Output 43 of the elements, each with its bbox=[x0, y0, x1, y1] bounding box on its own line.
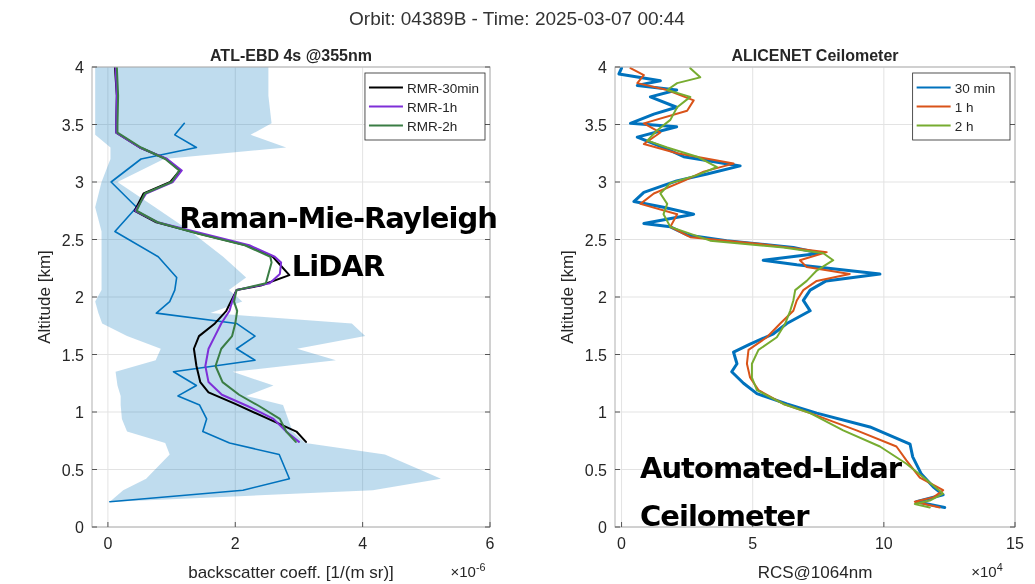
annotation: Raman-Mie-Rayleigh LiDAR bbox=[179, 201, 497, 283]
y-tick-label: 3.5 bbox=[584, 116, 608, 134]
y-tick-label: 3.5 bbox=[61, 116, 85, 134]
y-tick-label: 1.5 bbox=[61, 346, 85, 364]
chart-title: ATL-EBD 4s @355nm bbox=[209, 47, 373, 64]
x-tick-label: 15 bbox=[1006, 535, 1024, 552]
y-tick-label: 4 bbox=[75, 59, 85, 76]
y-tick-label: 2.5 bbox=[584, 231, 608, 249]
chart-title: ALICENET Ceilometer bbox=[731, 47, 899, 64]
legend-label: RMR-2h bbox=[406, 118, 458, 134]
y-tick-label: 0.5 bbox=[584, 461, 608, 479]
x-tick-label: 0 bbox=[617, 535, 627, 552]
legend-label: 30 min bbox=[954, 80, 996, 96]
text: ×10$^{4}$ bbox=[971, 561, 1003, 580]
x-tick-label: 10 bbox=[874, 535, 893, 552]
text: ×10$^{-6}$ bbox=[450, 561, 486, 580]
x-tick-label: 2 bbox=[230, 535, 240, 552]
y-axis-title: Altitude [km] bbox=[558, 250, 577, 344]
y-tick-label: 0 bbox=[75, 519, 85, 536]
y-tick-label: 2 bbox=[598, 289, 608, 306]
y-tick-label: 3 bbox=[75, 174, 85, 191]
y-tick-label: 2 bbox=[75, 289, 85, 306]
x-tick-label: 5 bbox=[748, 535, 758, 552]
x-tick-label: 4 bbox=[358, 535, 368, 552]
y-axis-title: Altitude [km] bbox=[35, 250, 54, 344]
y-tick-label: 2.5 bbox=[61, 231, 85, 249]
legend-label: 2 h bbox=[954, 118, 974, 134]
legend-label: RMR-1h bbox=[406, 99, 458, 115]
x-tick-label: 0 bbox=[103, 535, 113, 552]
x-tick-label: 6 bbox=[485, 535, 495, 552]
legend-label: RMR-30min bbox=[406, 80, 479, 96]
y-tick-label: 3 bbox=[598, 174, 608, 191]
y-tick-label: 0 bbox=[598, 519, 608, 536]
y-tick-label: 1.5 bbox=[584, 346, 608, 364]
x-axis-title: backscatter coeff. [1/(m sr)] bbox=[188, 563, 394, 582]
legend-label: 1 h bbox=[954, 99, 974, 115]
y-tick-label: 0.5 bbox=[61, 461, 85, 479]
text: Orbit: 04389B - Time: 2025-03-07 00:44 bbox=[349, 8, 686, 29]
annotation: Automated-Lidar Ceilometer bbox=[640, 451, 903, 533]
y-tick-label: 4 bbox=[598, 59, 608, 76]
y-tick-label: 1 bbox=[598, 404, 608, 421]
x-axis-title: RCS@1064nm bbox=[757, 563, 873, 582]
y-tick-label: 1 bbox=[75, 404, 85, 421]
